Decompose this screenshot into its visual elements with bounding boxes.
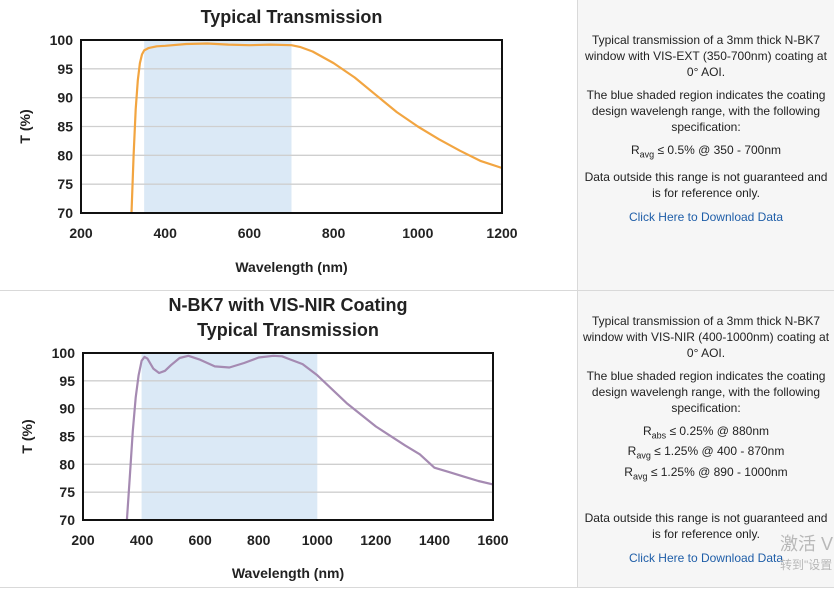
chart-cell: N-BK7 with VIS-NIR Coating Typical Transm… <box>0 291 578 587</box>
x-tick-label: 200 <box>71 532 95 548</box>
transmission-chart-vis-ext: Typical Transmission 70 75 80 85 90 95 100 200 40… <box>17 7 518 275</box>
y-tick-label: 75 <box>59 484 75 500</box>
x-tick-label: 200 <box>69 225 93 241</box>
x-axis-label: Wavelength (nm) <box>232 565 344 581</box>
spec-line: Ravg ≤ 1.25% @ 890 - 1000nm <box>624 464 788 482</box>
y-tick-label: 80 <box>59 456 75 472</box>
description-panel: Typical transmission of a 3mm thick N-BK… <box>578 0 834 290</box>
chart-title-line: Typical Transmission <box>197 320 379 340</box>
x-tick-label: 1400 <box>419 532 450 548</box>
plot-frame <box>82 352 494 521</box>
x-tick-label: 800 <box>322 225 346 241</box>
x-tick-label: 800 <box>247 532 271 548</box>
x-tick-label: 600 <box>188 532 212 548</box>
download-data-link[interactable]: Click Here to Download Data <box>628 551 784 566</box>
transmission-chart-vis-nir: N-BK7 with VIS-NIR Coating Typical Transm… <box>19 295 509 581</box>
x-tick-label: 1200 <box>486 225 517 241</box>
description-text: Typical transmission of a 3mm thick N-BK… <box>585 33 827 79</box>
y-tick-label: 75 <box>57 176 73 192</box>
chart-row-vis-ext: Typical Transmission 70 75 80 85 90 95 100 200 40… <box>0 0 834 291</box>
chart-cell: Typical Transmission 70 75 80 85 90 95 100 200 40… <box>0 0 578 290</box>
x-axis-label: Wavelength (nm) <box>235 259 347 275</box>
description-text: Typical transmission of a 3mm thick N-BK… <box>582 314 830 360</box>
disclaimer-text: Data outside this range is not guarantee… <box>584 511 828 542</box>
y-tick-label: 90 <box>59 401 75 417</box>
transmission-curve <box>125 354 494 521</box>
y-tick-label: 95 <box>59 373 75 389</box>
y-tick-label: 85 <box>59 429 75 445</box>
y-tick-label: 95 <box>57 61 73 77</box>
x-tick-label: 600 <box>238 225 262 241</box>
x-tick-label: 1000 <box>302 532 333 548</box>
x-tick-label: 1000 <box>402 225 433 241</box>
description-panel: Typical transmission of a 3mm thick N-BK… <box>578 291 834 587</box>
shaded-region-text: The blue shaded region indicates the coa… <box>586 88 826 134</box>
y-tick-label: 70 <box>57 205 73 221</box>
chart-title-line: Typical Transmission <box>201 7 383 27</box>
x-tick-label: 400 <box>130 532 154 548</box>
x-tick-label: 1200 <box>360 532 391 548</box>
y-axis-label: T (%) <box>17 109 33 143</box>
y-tick-label: 100 <box>52 345 76 361</box>
shaded-region-text: The blue shaded region indicates the coa… <box>586 369 826 415</box>
x-tick-label: 400 <box>154 225 178 241</box>
spec-line: Ravg ≤ 1.25% @ 400 - 870nm <box>627 444 785 461</box>
plot-frame <box>80 39 503 214</box>
y-axis-label: T (%) <box>19 419 35 453</box>
chart-title-line: N-BK7 with VIS-NIR Coating <box>169 295 408 315</box>
y-tick-label: 80 <box>57 147 73 163</box>
y-tick-label: 100 <box>50 32 74 48</box>
x-tick-label: 1600 <box>477 532 508 548</box>
y-tick-label: 70 <box>59 512 75 528</box>
y-tick-label: 90 <box>57 90 73 106</box>
y-tick-label: 85 <box>57 119 73 135</box>
chart-row-vis-nir: N-BK7 with VIS-NIR Coating Typical Transm… <box>0 291 834 588</box>
activation-watermark-sub: 转到"设置 <box>780 558 833 572</box>
activation-watermark: 激活 V <box>780 534 834 554</box>
transmission-curve <box>130 42 503 214</box>
spec-line: Ravg ≤ 0.5% @ 350 - 700nm <box>630 143 782 160</box>
disclaimer-text: Data outside this range is not guarantee… <box>584 170 828 201</box>
spec-line: Rabs ≤ 0.25% @ 880nm <box>642 424 770 441</box>
download-data-link[interactable]: Click Here to Download Data <box>628 210 784 225</box>
